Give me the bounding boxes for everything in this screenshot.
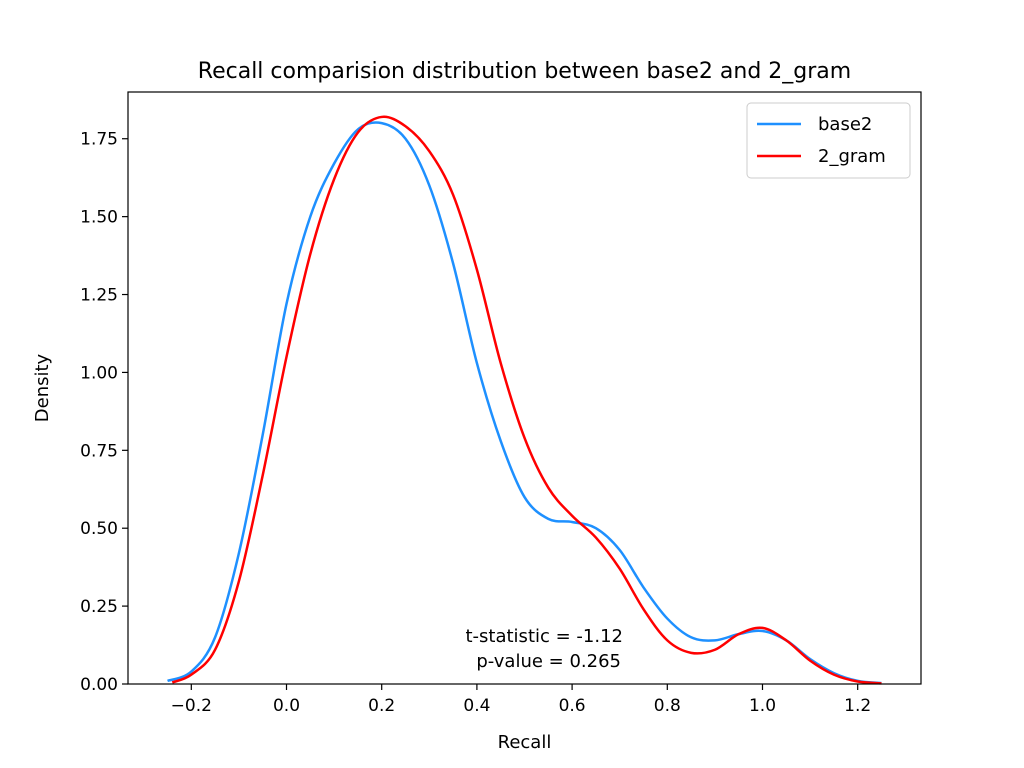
- plot-area: [128, 92, 921, 684]
- series-line-2-gram: [171, 115, 882, 685]
- x-tick-label: −0.2: [171, 696, 212, 716]
- y-tick-label: 1.25: [80, 286, 118, 306]
- x-tick-label: 0.8: [654, 696, 681, 716]
- t-statistic-annotation: t-statistic = -1.12: [465, 626, 623, 647]
- chart-title: Recall comparision distribution between …: [198, 59, 851, 84]
- x-tick-label: 0.4: [463, 696, 490, 716]
- y-tick-label: 1.50: [80, 208, 118, 228]
- p-value-annotation: p-value = 0.265: [476, 651, 621, 672]
- y-tick-label: 0.00: [80, 675, 118, 695]
- y-tick-label: 0.75: [80, 441, 118, 461]
- plot-frame: [127, 91, 922, 685]
- legend: base2 2_gram: [746, 102, 911, 179]
- x-axis-ticks: −0.2 0.0 0.2 0.4 0.6 0.8 1.0 1.2: [171, 684, 871, 716]
- y-tick-label: 0.25: [80, 597, 118, 617]
- y-tick-label: 1.00: [80, 363, 118, 383]
- y-tick-label: 0.50: [80, 519, 118, 539]
- x-tick-label: 0.0: [273, 696, 300, 716]
- legend-label-2-gram: 2_gram: [818, 146, 886, 167]
- series-lines: [167, 115, 882, 685]
- legend-box: [746, 102, 911, 179]
- y-axis-label: Density: [32, 353, 53, 422]
- x-axis-label: Recall: [498, 732, 552, 753]
- x-tick-label: 1.2: [844, 696, 871, 716]
- x-tick-label: 0.2: [368, 696, 395, 716]
- legend-label-base2: base2: [818, 114, 872, 135]
- series-line-base2: [167, 121, 882, 685]
- y-tick-label: 1.75: [80, 130, 118, 150]
- x-tick-label: 0.6: [559, 696, 586, 716]
- x-tick-label: 1.0: [749, 696, 776, 716]
- y-axis-ticks: 0.00 0.25 0.50 0.75 1.00 1.25 1.50 1.75: [80, 130, 128, 695]
